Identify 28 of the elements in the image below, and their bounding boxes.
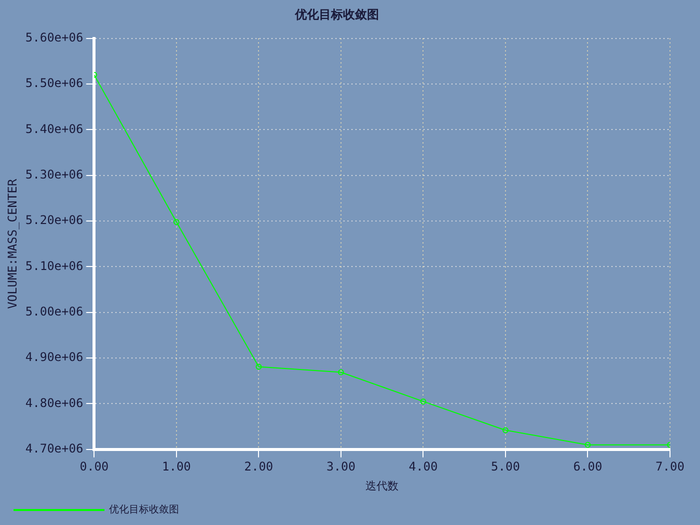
point (173, 218, 180, 225)
point (420, 398, 426, 404)
y-tick-label: 5.60e+06 (25, 30, 84, 45)
x-tick-label: 6.00 (573, 460, 602, 474)
y-tick-label: 5.00e+06 (25, 304, 84, 319)
y-axis-title: VOLUME:MASS_CENTER (5, 178, 20, 309)
point (584, 442, 591, 448)
y-tick-label: 5.40e+06 (25, 122, 84, 136)
x-axis-title: 迭代数 (366, 479, 399, 492)
y-tick-label: 4.90e+06 (25, 350, 84, 364)
point (256, 364, 262, 370)
point (502, 427, 508, 434)
text: 优化目标收敛图 (109, 504, 179, 516)
y-tick-label: 4.70e+06 (25, 442, 84, 456)
x-tick-label: 2.00 (244, 460, 274, 474)
y-tick-label: 4.80e+06 (25, 396, 84, 410)
y-tick-label: 5.10e+06 (25, 258, 84, 273)
x-tick-label: 5.00 (491, 460, 520, 474)
x-tick-label: 3.00 (326, 460, 356, 474)
x-tick-label: 1.00 (162, 460, 191, 474)
point (338, 369, 344, 376)
x-tick-label: 0.00 (80, 460, 109, 474)
chart-title: 优化目标收敛图 (294, 7, 379, 22)
x-tick-label: 7.00 (656, 460, 684, 474)
y-tick-label: 5.50e+06 (25, 76, 84, 90)
x-tick-label: 4.00 (408, 460, 438, 474)
y-tick-label: 5.30e+06 (25, 168, 84, 182)
y-tick-label: 5.20e+06 (25, 213, 84, 228)
